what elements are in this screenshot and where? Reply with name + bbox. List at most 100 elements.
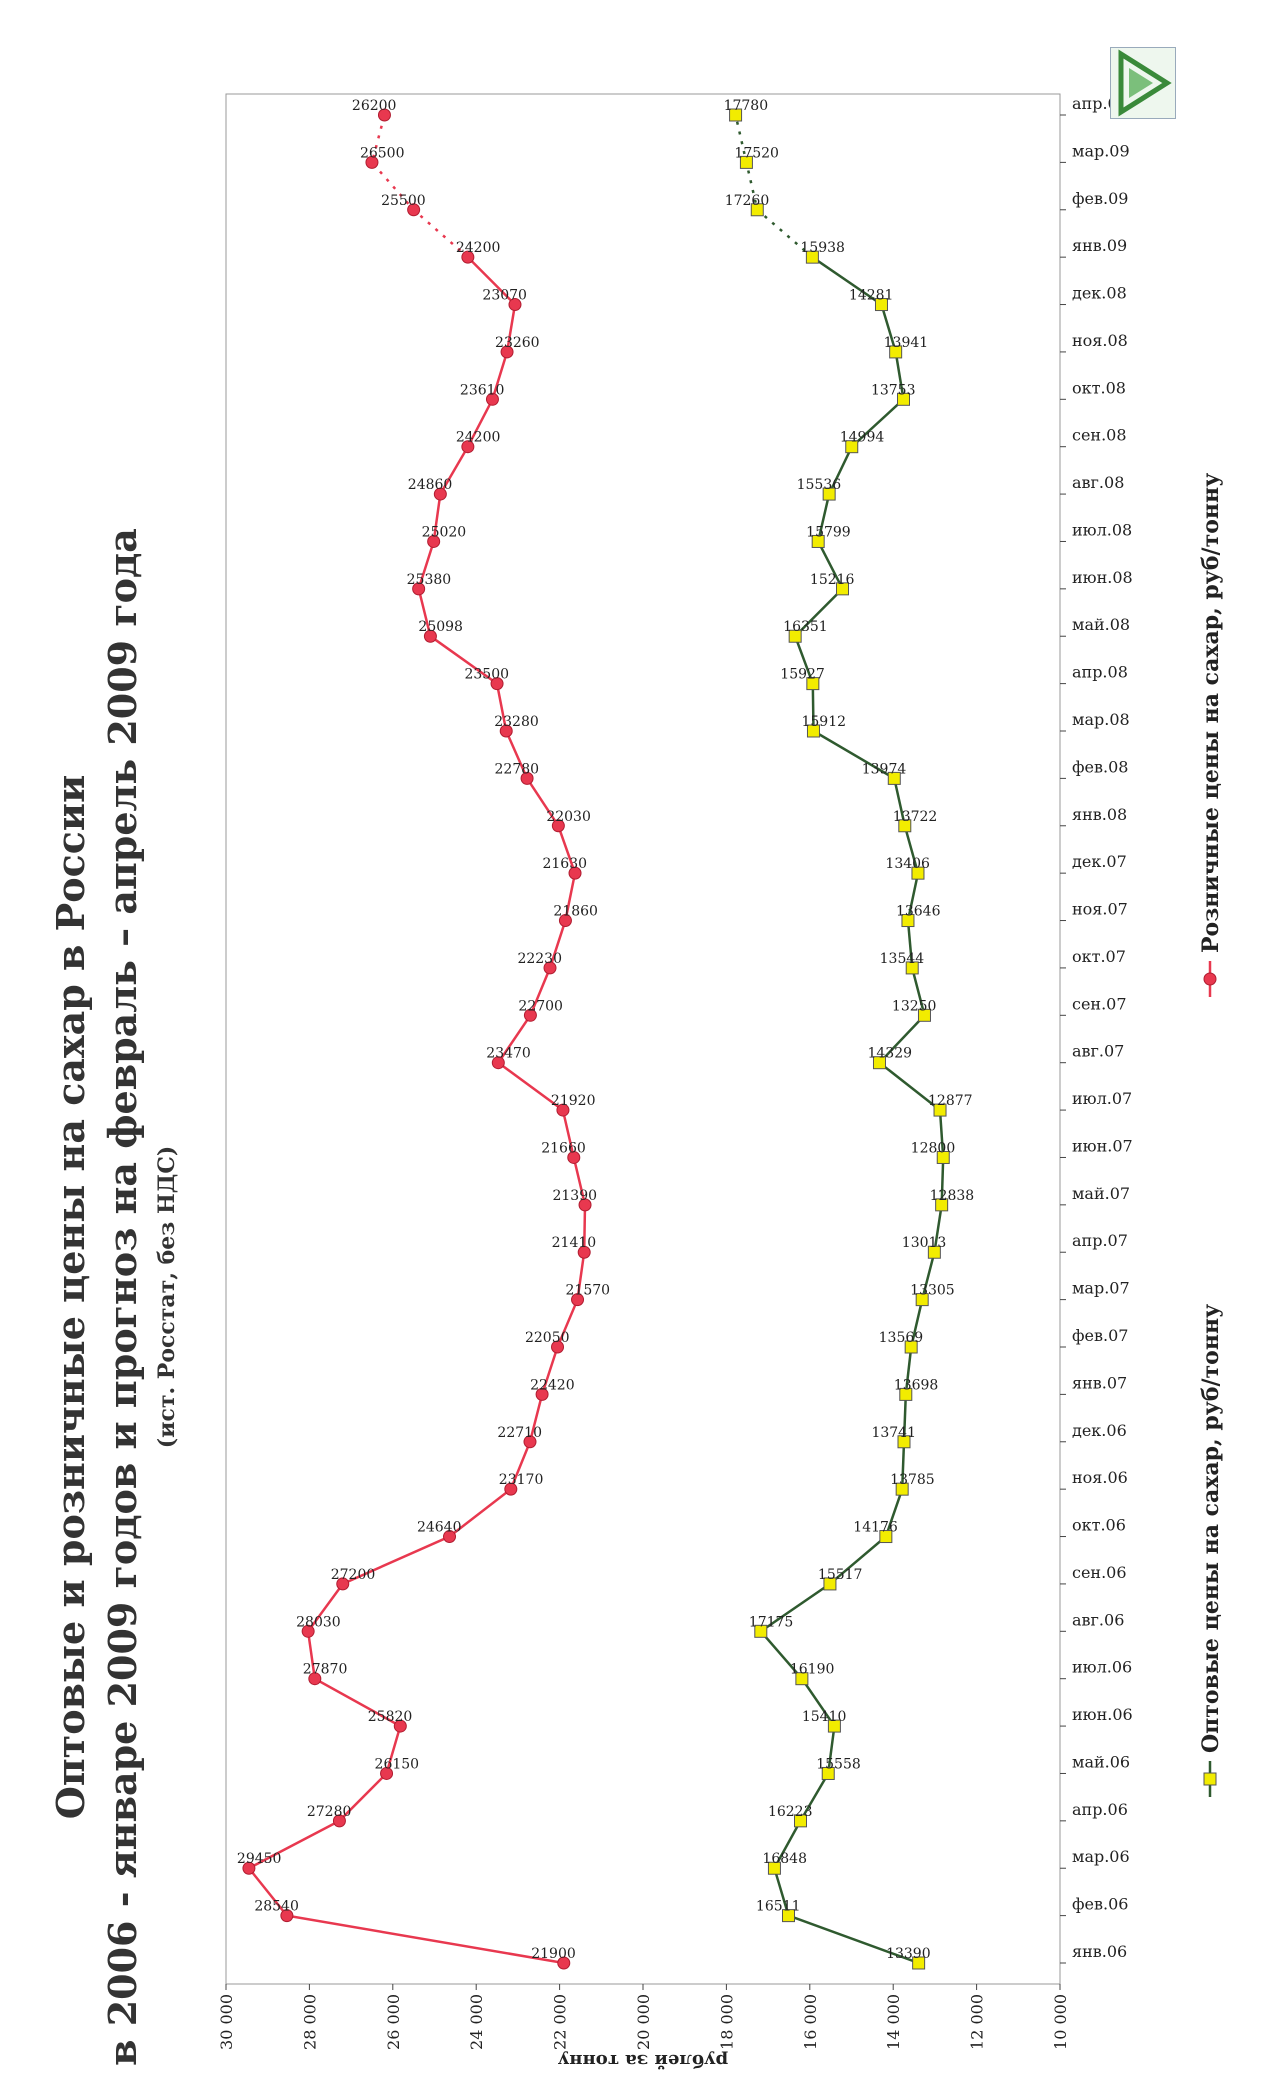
y-tick-label: 12 000 (968, 1994, 987, 2050)
wholesale-point (835, 582, 849, 596)
x-tick-label: авг.07 (1072, 1042, 1124, 1061)
retail-point (301, 1624, 315, 1638)
x-tick-label: авг.08 (1072, 473, 1124, 492)
wholesale-data-label: 13569 (879, 1330, 924, 1346)
x-tick-label: мар.08 (1072, 710, 1130, 729)
y-tick-label: 28 000 (300, 1994, 319, 2050)
retail-point (568, 866, 582, 880)
retail-data-label: 23260 (495, 335, 540, 351)
wholesale-point (806, 677, 820, 691)
wholesale-point (729, 108, 743, 122)
wholesale-data-label: 13250 (892, 998, 937, 1014)
retail-point (336, 1577, 350, 1591)
wholesale-point (750, 203, 764, 217)
x-tick-label: фев.06 (1072, 1895, 1128, 1914)
retail-data-label: 24200 (456, 240, 501, 256)
wholesale-point (904, 1340, 918, 1354)
wholesale-data-label: 15410 (802, 1709, 847, 1725)
retail-data-label: 21920 (551, 1093, 596, 1109)
retail-data-label: 23280 (494, 714, 539, 730)
retail-data-label: 21570 (566, 1283, 611, 1299)
retail-data-label: 26200 (352, 98, 397, 114)
retail-data-label: 24200 (456, 430, 501, 446)
y-tick-label: 18 000 (717, 1994, 736, 2050)
wholesale-point (805, 250, 819, 264)
retail-point (365, 155, 379, 169)
wholesale-data-label: 15799 (806, 524, 851, 540)
wholesale-point (823, 1577, 837, 1591)
retail-data-label: 25020 (422, 524, 467, 540)
wholesale-data-label: 15216 (810, 572, 855, 588)
wholesale-point (927, 1245, 941, 1259)
wholesale-data-label: 13941 (884, 335, 929, 351)
retail-point (551, 819, 565, 833)
wholesale-data-label: 13406 (885, 856, 930, 872)
x-tick-label: дек.07 (1072, 852, 1127, 871)
y-tick-label: 24 000 (467, 1994, 486, 2050)
wholesale-data-label: 15558 (816, 1756, 861, 1772)
legend-wholesale-label: Оптовые цены на сахар, руб/тонну (1198, 1304, 1224, 1753)
wholesale-point (806, 724, 820, 738)
retail-point (543, 961, 557, 975)
wholesale-data-label: 15517 (818, 1567, 863, 1583)
x-tick-label: дек.06 (1072, 1421, 1127, 1440)
x-tick-label: дек.08 (1072, 284, 1127, 303)
x-tick-label: июл.07 (1072, 1089, 1132, 1108)
wholesale-point (822, 487, 836, 501)
wholesale-point (915, 1293, 929, 1307)
x-tick-label: мар.06 (1072, 1847, 1130, 1866)
wholesale-data-label: 17260 (725, 193, 770, 209)
wholesale-data-label: 13741 (871, 1425, 916, 1441)
wholesale-data-label: 13390 (886, 1946, 931, 1962)
y-tick-label: 30 000 (217, 1994, 236, 2050)
wholesale-data-label: 13013 (902, 1235, 947, 1251)
wholesale-data-label: 16848 (762, 1851, 807, 1867)
retail-point (520, 771, 534, 785)
retail-point (491, 1056, 505, 1070)
x-tick-label: авг.06 (1072, 1610, 1124, 1629)
retail-point (423, 629, 437, 643)
wholesale-point (788, 629, 802, 643)
wholesale-point (912, 1956, 926, 1970)
retail-data-label: 23470 (486, 1046, 531, 1062)
x-tick-label: июл.06 (1072, 1658, 1132, 1677)
retail-point (332, 1814, 346, 1828)
y-tick-label: 26 000 (384, 1994, 403, 2050)
wholesale-point (767, 1861, 781, 1875)
x-tick-label: сен.07 (1072, 994, 1127, 1013)
x-tick-label: май.06 (1072, 1752, 1130, 1771)
wholesale-point (874, 298, 888, 312)
retail-point (393, 1719, 407, 1733)
retail-point (500, 345, 514, 359)
retail-point (577, 1245, 591, 1259)
retail-data-label: 22780 (495, 761, 540, 777)
wholesale-point (899, 1387, 913, 1401)
wholesale-data-label: 12877 (928, 1093, 973, 1109)
wholesale-data-label: 17175 (749, 1614, 794, 1630)
retail-point (508, 298, 522, 312)
wholesale-data-label: 13974 (862, 761, 907, 777)
wholesale-data-label: 17780 (724, 98, 769, 114)
wholesale-series-forecast-line (734, 114, 814, 259)
retail-point (556, 1103, 570, 1117)
wholesale-data-label: 16351 (783, 619, 828, 635)
retail-data-label: 22050 (525, 1330, 570, 1346)
x-tick-label: июн.07 (1072, 1136, 1133, 1155)
x-tick-label: ноя.06 (1072, 1468, 1128, 1487)
wholesale-point (895, 1482, 909, 1496)
retail-data-label: 24860 (408, 477, 453, 493)
legend-wholesale-marker (1203, 1772, 1217, 1786)
company-logo-icon (1110, 47, 1176, 119)
wholesale-data-label: 13753 (871, 382, 916, 398)
retail-data-label: 23610 (460, 382, 505, 398)
wholesale-data-label: 13305 (910, 1283, 955, 1299)
retail-series-forecast-line (370, 114, 469, 259)
wholesale-point (936, 1150, 950, 1164)
retail-data-label: 24640 (417, 1520, 462, 1536)
retail-data-label: 26500 (360, 145, 405, 161)
wholesale-point (905, 961, 919, 975)
x-tick-label: апр.07 (1072, 1231, 1128, 1250)
retail-point (433, 487, 447, 501)
retail-data-label: 25098 (418, 619, 463, 635)
